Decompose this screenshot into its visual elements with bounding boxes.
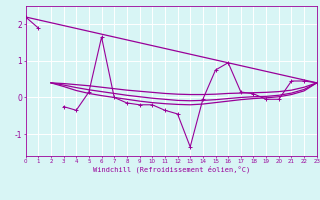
X-axis label: Windchill (Refroidissement éolien,°C): Windchill (Refroidissement éolien,°C)	[92, 166, 250, 173]
